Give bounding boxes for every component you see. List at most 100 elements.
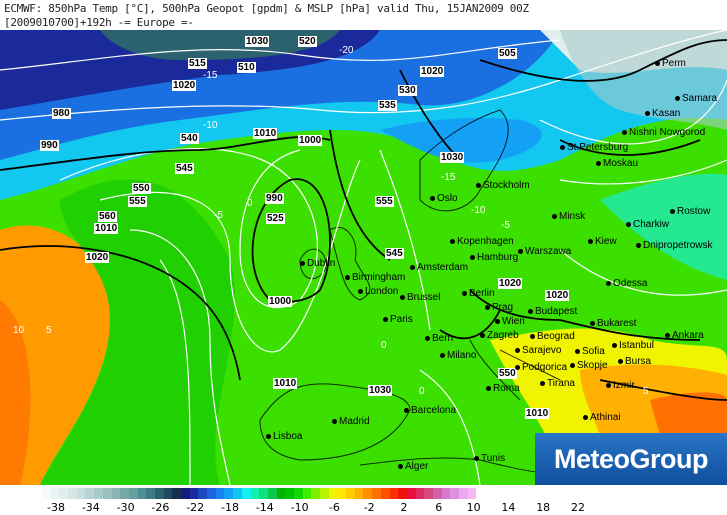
meteogroup-logo: MeteoGroup	[535, 433, 727, 485]
colorbar-swatch	[215, 488, 225, 499]
contour-label: 0	[381, 340, 387, 351]
city-name: Lisboa	[273, 431, 303, 442]
colorbar-tick-label: -2	[363, 501, 375, 514]
city-dot-icon	[425, 335, 430, 341]
contour-label: 1010	[273, 378, 298, 389]
city-name: Ankara	[672, 330, 704, 341]
colorbar-swatch	[459, 488, 468, 499]
contour-label: 545	[175, 163, 194, 174]
contour-label: -5	[214, 210, 223, 221]
city-label: Ankara	[665, 330, 704, 342]
contour-label: 1030	[245, 36, 270, 47]
contour-label: 980	[52, 108, 71, 119]
city-label: Bern	[425, 333, 453, 345]
city-name: Podgorica	[522, 362, 568, 373]
contour-label: -10	[203, 120, 218, 131]
contour-label: -15	[203, 70, 218, 81]
city-dot-icon	[626, 221, 631, 227]
city-dot-icon	[358, 288, 363, 294]
city-dot-icon	[596, 160, 601, 166]
contour-label: 1020	[85, 252, 110, 263]
city-name: Athinai	[590, 412, 621, 423]
contour-label: 560	[98, 211, 117, 222]
contour-label: 530	[398, 85, 417, 96]
city-name: Kopenhagen	[457, 236, 514, 247]
city-name: Hamburg	[477, 252, 519, 263]
colorbar-swatch	[137, 488, 147, 499]
city-name: Barcelona	[411, 405, 457, 416]
city-label: Hamburg	[470, 252, 518, 264]
city-label: Amsterdam	[410, 262, 468, 274]
city-dot-icon	[530, 333, 535, 339]
city-dot-icon	[655, 60, 660, 66]
colorbar-swatch	[346, 488, 355, 499]
city-dot-icon	[486, 385, 491, 391]
colorbar-swatch	[120, 488, 129, 499]
colorbar-swatch	[146, 488, 155, 499]
colorbar-swatch	[354, 488, 364, 499]
colorbar-swatch	[311, 488, 320, 499]
city-dot-icon	[665, 332, 670, 338]
city-label: Alger	[398, 461, 428, 473]
city-name: Warszawa	[525, 246, 572, 257]
city-name: Perm	[662, 58, 686, 69]
city-name: Alger	[405, 461, 429, 472]
city-label: Lisboa	[266, 431, 302, 443]
city-label: Stockholm	[476, 180, 530, 192]
contour-label: 550	[132, 183, 151, 194]
city-dot-icon	[300, 260, 305, 266]
city-name: Sarajevo	[522, 345, 562, 356]
contour-label: 1020	[420, 66, 445, 77]
city-label: Dnipropetrowsk	[636, 240, 712, 252]
contour-label: 1000	[298, 135, 323, 146]
city-label: Warszawa	[518, 246, 571, 258]
city-name: Bursa	[625, 356, 652, 367]
colorbar-swatch	[233, 488, 242, 499]
city-dot-icon	[383, 316, 388, 322]
city-name: Dnipropetrowsk	[643, 240, 713, 251]
colorbar-swatch	[380, 488, 390, 499]
colorbar-tick-label: 2	[400, 501, 408, 514]
contour-label: 550	[498, 368, 517, 379]
city-label: Nishni Nowgorod	[622, 127, 705, 139]
city-name: Birmingham	[352, 272, 406, 283]
city-dot-icon	[645, 110, 650, 116]
colorbar-swatch	[398, 488, 407, 499]
city-dot-icon	[515, 347, 520, 353]
contour-label: 505	[498, 48, 517, 59]
city-dot-icon	[400, 294, 405, 300]
contour-label: 555	[128, 196, 147, 207]
city-label: Birmingham	[345, 272, 405, 284]
city-dot-icon	[266, 433, 271, 439]
city-label: Dublin	[300, 258, 335, 270]
city-label: Perm	[655, 58, 686, 70]
colorbar-swatch	[372, 488, 381, 499]
city-dot-icon	[540, 380, 545, 386]
city-dot-icon	[670, 208, 675, 214]
mslp-contours	[0, 39, 727, 401]
city-label: Madrid	[332, 416, 370, 428]
colorbar-swatch	[259, 488, 268, 499]
city-dot-icon	[575, 348, 580, 354]
city-dot-icon	[606, 280, 611, 286]
contour-label: -10	[471, 205, 486, 216]
city-name: Roma	[493, 383, 520, 394]
colorbar-swatch	[276, 488, 286, 499]
city-dot-icon	[618, 358, 623, 364]
contour-label: 1020	[172, 80, 197, 91]
contour-label: 1020	[545, 290, 570, 301]
city-name: Stockholm	[483, 180, 530, 191]
city-name: Zagreb	[487, 330, 519, 341]
city-dot-icon	[332, 418, 337, 424]
colorbar-swatch	[285, 488, 294, 499]
colorbar-swatch	[320, 488, 329, 499]
city-dot-icon	[430, 195, 435, 201]
city-name: Minsk	[559, 211, 586, 222]
city-label: Prag	[485, 302, 513, 314]
colorbar-tick-label: 6	[435, 501, 443, 514]
colorbar-swatch	[102, 488, 112, 499]
colorbar-swatch	[267, 488, 277, 499]
colorbar-tick-label: 14	[501, 501, 516, 514]
colorbar-swatch	[111, 488, 121, 499]
city-dot-icon	[410, 264, 415, 270]
